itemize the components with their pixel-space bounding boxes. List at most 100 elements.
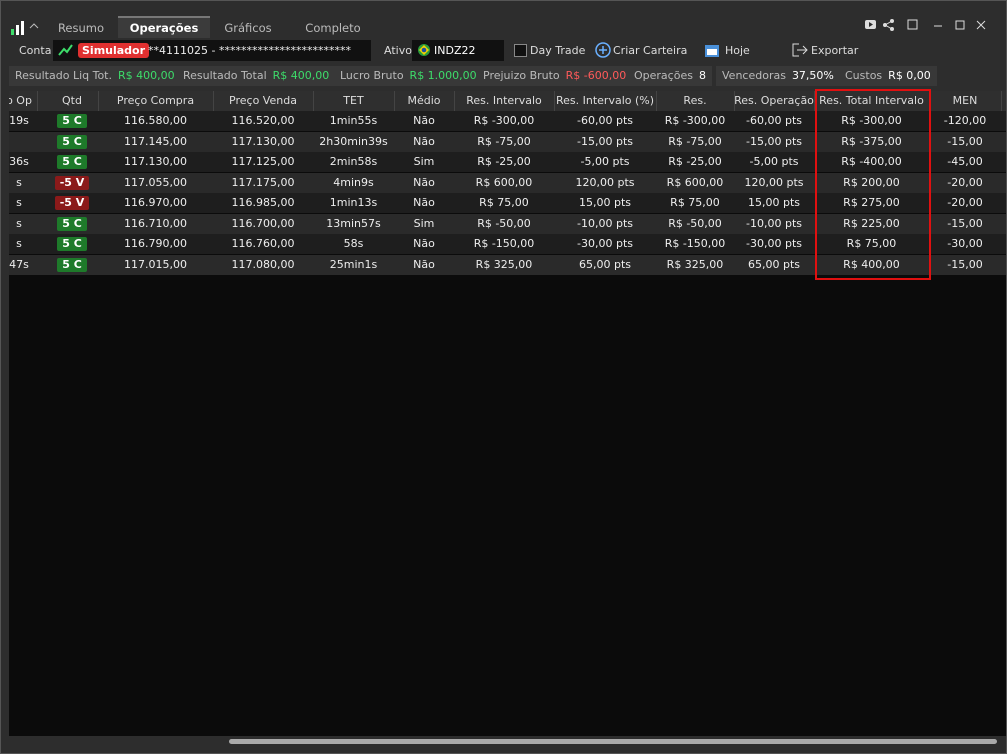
table-cell: R$ 75,00 <box>846 237 897 250</box>
quantity-badge: 5 C <box>57 257 87 272</box>
table-cell: 15,00 pts <box>747 196 800 209</box>
table-cell: 5 C <box>46 111 98 131</box>
quantity-badge: 5 C <box>57 237 87 251</box>
table-cell: -5,00 pts <box>580 155 630 168</box>
table-cell: 117.130,00 <box>231 134 295 148</box>
account-number: **4111025 - ************************ <box>148 44 351 57</box>
table-cell: Não <box>413 196 435 209</box>
asset-select[interactable] <box>412 40 504 61</box>
table-cell: -30,00 <box>947 237 983 250</box>
table-row[interactable] <box>9 193 1006 213</box>
export-icon <box>792 43 808 57</box>
summary-chip: Resultado Total R$ 400,00 <box>177 66 336 86</box>
table-cell: Não <box>413 114 435 127</box>
table-cell: 13min57s <box>326 216 381 230</box>
table-row[interactable] <box>9 131 1006 152</box>
summary-label: Vencedoras <box>722 69 786 82</box>
table-cell: 15,00 pts <box>578 196 631 209</box>
table-cell: R$ -75,00 <box>668 134 722 148</box>
table-cell: s <box>16 175 22 189</box>
table-cell: 2h30min39s <box>319 134 388 148</box>
summary-chip: Resultado Liq Tot. R$ 400,00 <box>9 66 181 86</box>
column-header: Res. Intervalo <box>454 91 555 111</box>
tab[interactable]: Gráficos <box>224 21 272 35</box>
table-cell: R$ -50,00 <box>668 216 722 230</box>
table-cell: Não <box>413 134 435 148</box>
tab[interactable]: Completo <box>305 21 361 35</box>
column-header: Res. Operação <box>656 91 735 111</box>
summary-value: R$ 0,00 <box>888 69 931 82</box>
table-cell: -30,00 pts <box>577 237 633 250</box>
column-header: Médio <box>394 91 455 111</box>
table-row[interactable] <box>9 111 1006 131</box>
table-cell: 25min1s <box>329 257 378 271</box>
account-badge: Simulador <box>78 43 150 58</box>
table-cell: R$ -75,00 <box>477 134 531 148</box>
summary-value: R$ 400,00 <box>272 69 330 82</box>
table-cell: s <box>16 216 22 230</box>
account-label: Conta <box>19 44 52 57</box>
highlight-box <box>815 89 931 280</box>
summary-chip: Custos R$ 0,00 <box>839 66 937 86</box>
table-cell: 117.175,00 <box>231 175 295 189</box>
column-header: Preço Venda <box>213 91 314 111</box>
table-cell: 47s <box>9 257 29 271</box>
column-header: TET <box>313 91 395 111</box>
table-row[interactable] <box>9 234 1006 254</box>
column-header: Res. Operação <box>734 91 815 111</box>
table-cell: -20,00 <box>947 196 983 209</box>
table-row[interactable] <box>9 172 1006 193</box>
table-row[interactable] <box>9 254 1006 275</box>
checkbox[interactable] <box>514 44 527 57</box>
table-cell: 116.700,00 <box>231 216 295 230</box>
table-cell: 65,00 pts <box>747 257 800 271</box>
tab[interactable]: Operações <box>118 16 210 38</box>
table-cell: 36s <box>9 155 29 168</box>
table-cell: -60,00 pts <box>577 114 633 127</box>
scrollbar[interactable] <box>229 739 997 744</box>
table-row[interactable] <box>9 152 1006 172</box>
table-cell: -120,00 <box>943 114 987 127</box>
quantity-badge: 5 C <box>57 155 87 169</box>
table-cell: 1min13s <box>329 196 378 209</box>
table-cell: -20,00 <box>947 175 983 189</box>
table-cell: Sim <box>413 155 435 168</box>
table-cell: 5 C <box>46 255 98 275</box>
table-cell: s <box>16 196 22 209</box>
table-cell: R$ -25,00 <box>668 155 722 168</box>
table-cell: 116.970,00 <box>124 196 187 209</box>
table-row[interactable] <box>9 213 1006 234</box>
summary-label: Prejuizo Bruto <box>483 69 560 82</box>
table-cell: R$ -400,00 <box>841 155 902 168</box>
asset-label: Ativo <box>384 44 412 57</box>
table-cell: -60,00 pts <box>746 114 802 127</box>
table-cell: -45,00 <box>947 155 983 168</box>
column-header: o Op <box>9 91 38 111</box>
table-cell: R$ -150,00 <box>664 237 726 250</box>
table-cell: 5 C <box>46 132 98 152</box>
table-cell: 116.985,00 <box>231 196 295 209</box>
summary-value: R$ -600,00 <box>565 69 627 82</box>
table-cell: Não <box>413 175 435 189</box>
calendar-icon <box>705 45 719 57</box>
table-cell: R$ 200,00 <box>843 175 900 189</box>
window-controls[interactable] <box>863 17 1003 33</box>
add-icon <box>595 42 611 58</box>
table-cell: 116.760,00 <box>231 237 295 250</box>
table-cell: R$ 400,00 <box>843 257 900 271</box>
tab[interactable]: Resumo <box>57 21 105 35</box>
period[interactable]: Hoje <box>725 44 750 57</box>
table-cell: 116.520,00 <box>231 114 295 127</box>
summary-value: 8 <box>698 69 706 82</box>
table-cell: 2min58s <box>329 155 378 168</box>
table-cell: 117.055,00 <box>124 175 187 189</box>
table-cell: 116.790,00 <box>124 237 187 250</box>
table-cell: 117.080,00 <box>231 257 295 271</box>
table-cell: 65,00 pts <box>578 257 631 271</box>
quantity-badge: -5 V <box>54 175 90 190</box>
table-cell: 117.125,00 <box>231 155 295 168</box>
create-wallet[interactable]: Criar Carteira <box>613 44 688 57</box>
export[interactable]: Exportar <box>811 44 859 57</box>
